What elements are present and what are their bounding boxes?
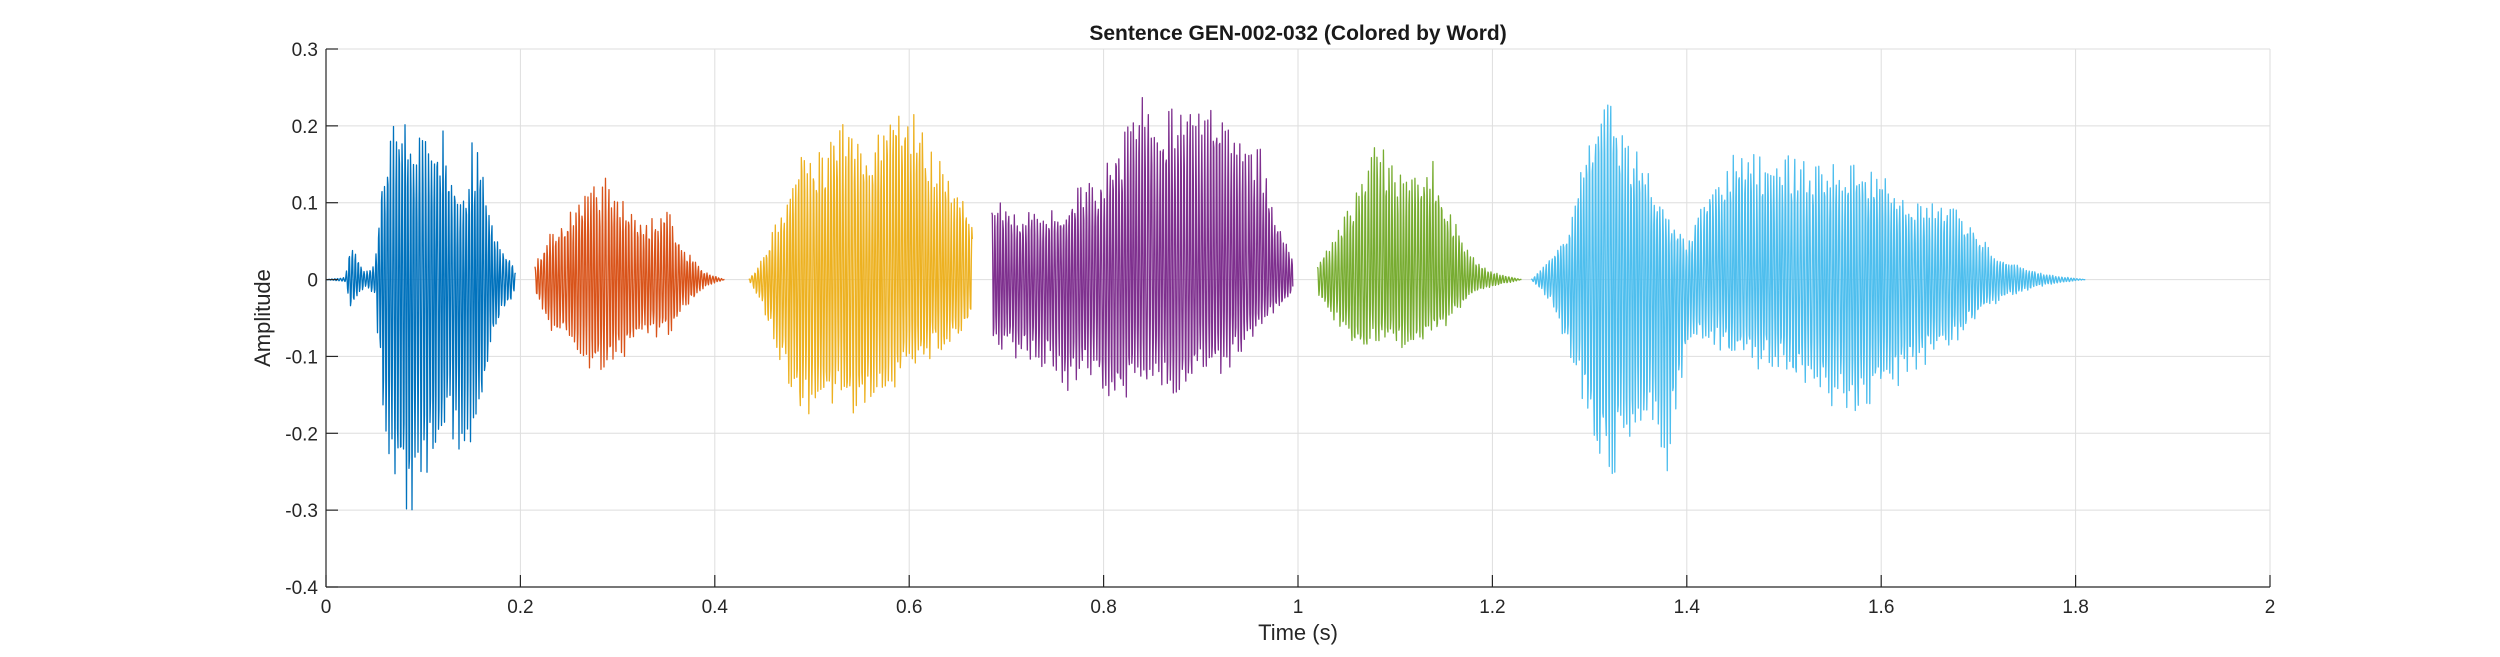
y-tick-label: 0.2 — [292, 117, 318, 138]
y-tick-labels: -0.4 -0.3 -0.2 -0.1 0 0.1 0.2 0.3 — [285, 40, 318, 599]
axes — [325, 48, 2271, 588]
x-tick-label: 2 — [2265, 597, 2276, 618]
word-3-waveform — [748, 114, 973, 415]
y-tick-label: -0.2 — [285, 424, 318, 445]
x-tick-label: 0.8 — [1090, 597, 1116, 618]
x-tick-label: 1.2 — [1479, 597, 1505, 618]
x-tick-label: 0.4 — [702, 597, 729, 618]
waveform-line — [748, 114, 973, 415]
plot-area — [325, 96, 2086, 511]
x-axis-label: Time (s) — [1258, 620, 1338, 645]
waveform-line — [1530, 104, 2086, 475]
word-6-waveform — [1530, 104, 2086, 475]
y-tick-label: 0.3 — [292, 40, 318, 61]
x-tick-label: 1.4 — [1674, 597, 1701, 618]
waveform-line — [991, 96, 1294, 398]
y-tick-label: -0.1 — [285, 347, 318, 368]
word-2-waveform — [534, 177, 725, 371]
x-tick-label: 1 — [1293, 597, 1304, 618]
y-tick-label: -0.3 — [285, 501, 318, 522]
x-tick-label: 0.2 — [507, 597, 533, 618]
x-tick-labels: 0 0.2 0.4 0.6 0.8 1 1.2 1.4 1.6 1.8 2 — [321, 597, 2276, 618]
x-tick-label: 1.6 — [1868, 597, 1894, 618]
y-tick-label: 0.1 — [292, 194, 318, 215]
x-tick-label: 0 — [321, 597, 332, 618]
word-4-waveform — [991, 96, 1294, 398]
word-1-waveform — [325, 124, 517, 511]
waveform-series — [325, 96, 2086, 511]
chart-title: Sentence GEN-002-032 (Colored by Word) — [1089, 22, 1506, 45]
x-tick-label: 0.6 — [896, 597, 922, 618]
waveform-line — [534, 177, 725, 371]
y-tick-label: -0.4 — [285, 578, 318, 599]
y-tick-label: 0 — [307, 271, 318, 292]
word-5-waveform — [1316, 147, 1522, 349]
waveform-line — [325, 124, 517, 511]
x-tick-label: 1.8 — [2062, 597, 2088, 618]
waveform-line — [1316, 147, 1522, 349]
y-axis-label: Amplitude — [250, 269, 275, 367]
